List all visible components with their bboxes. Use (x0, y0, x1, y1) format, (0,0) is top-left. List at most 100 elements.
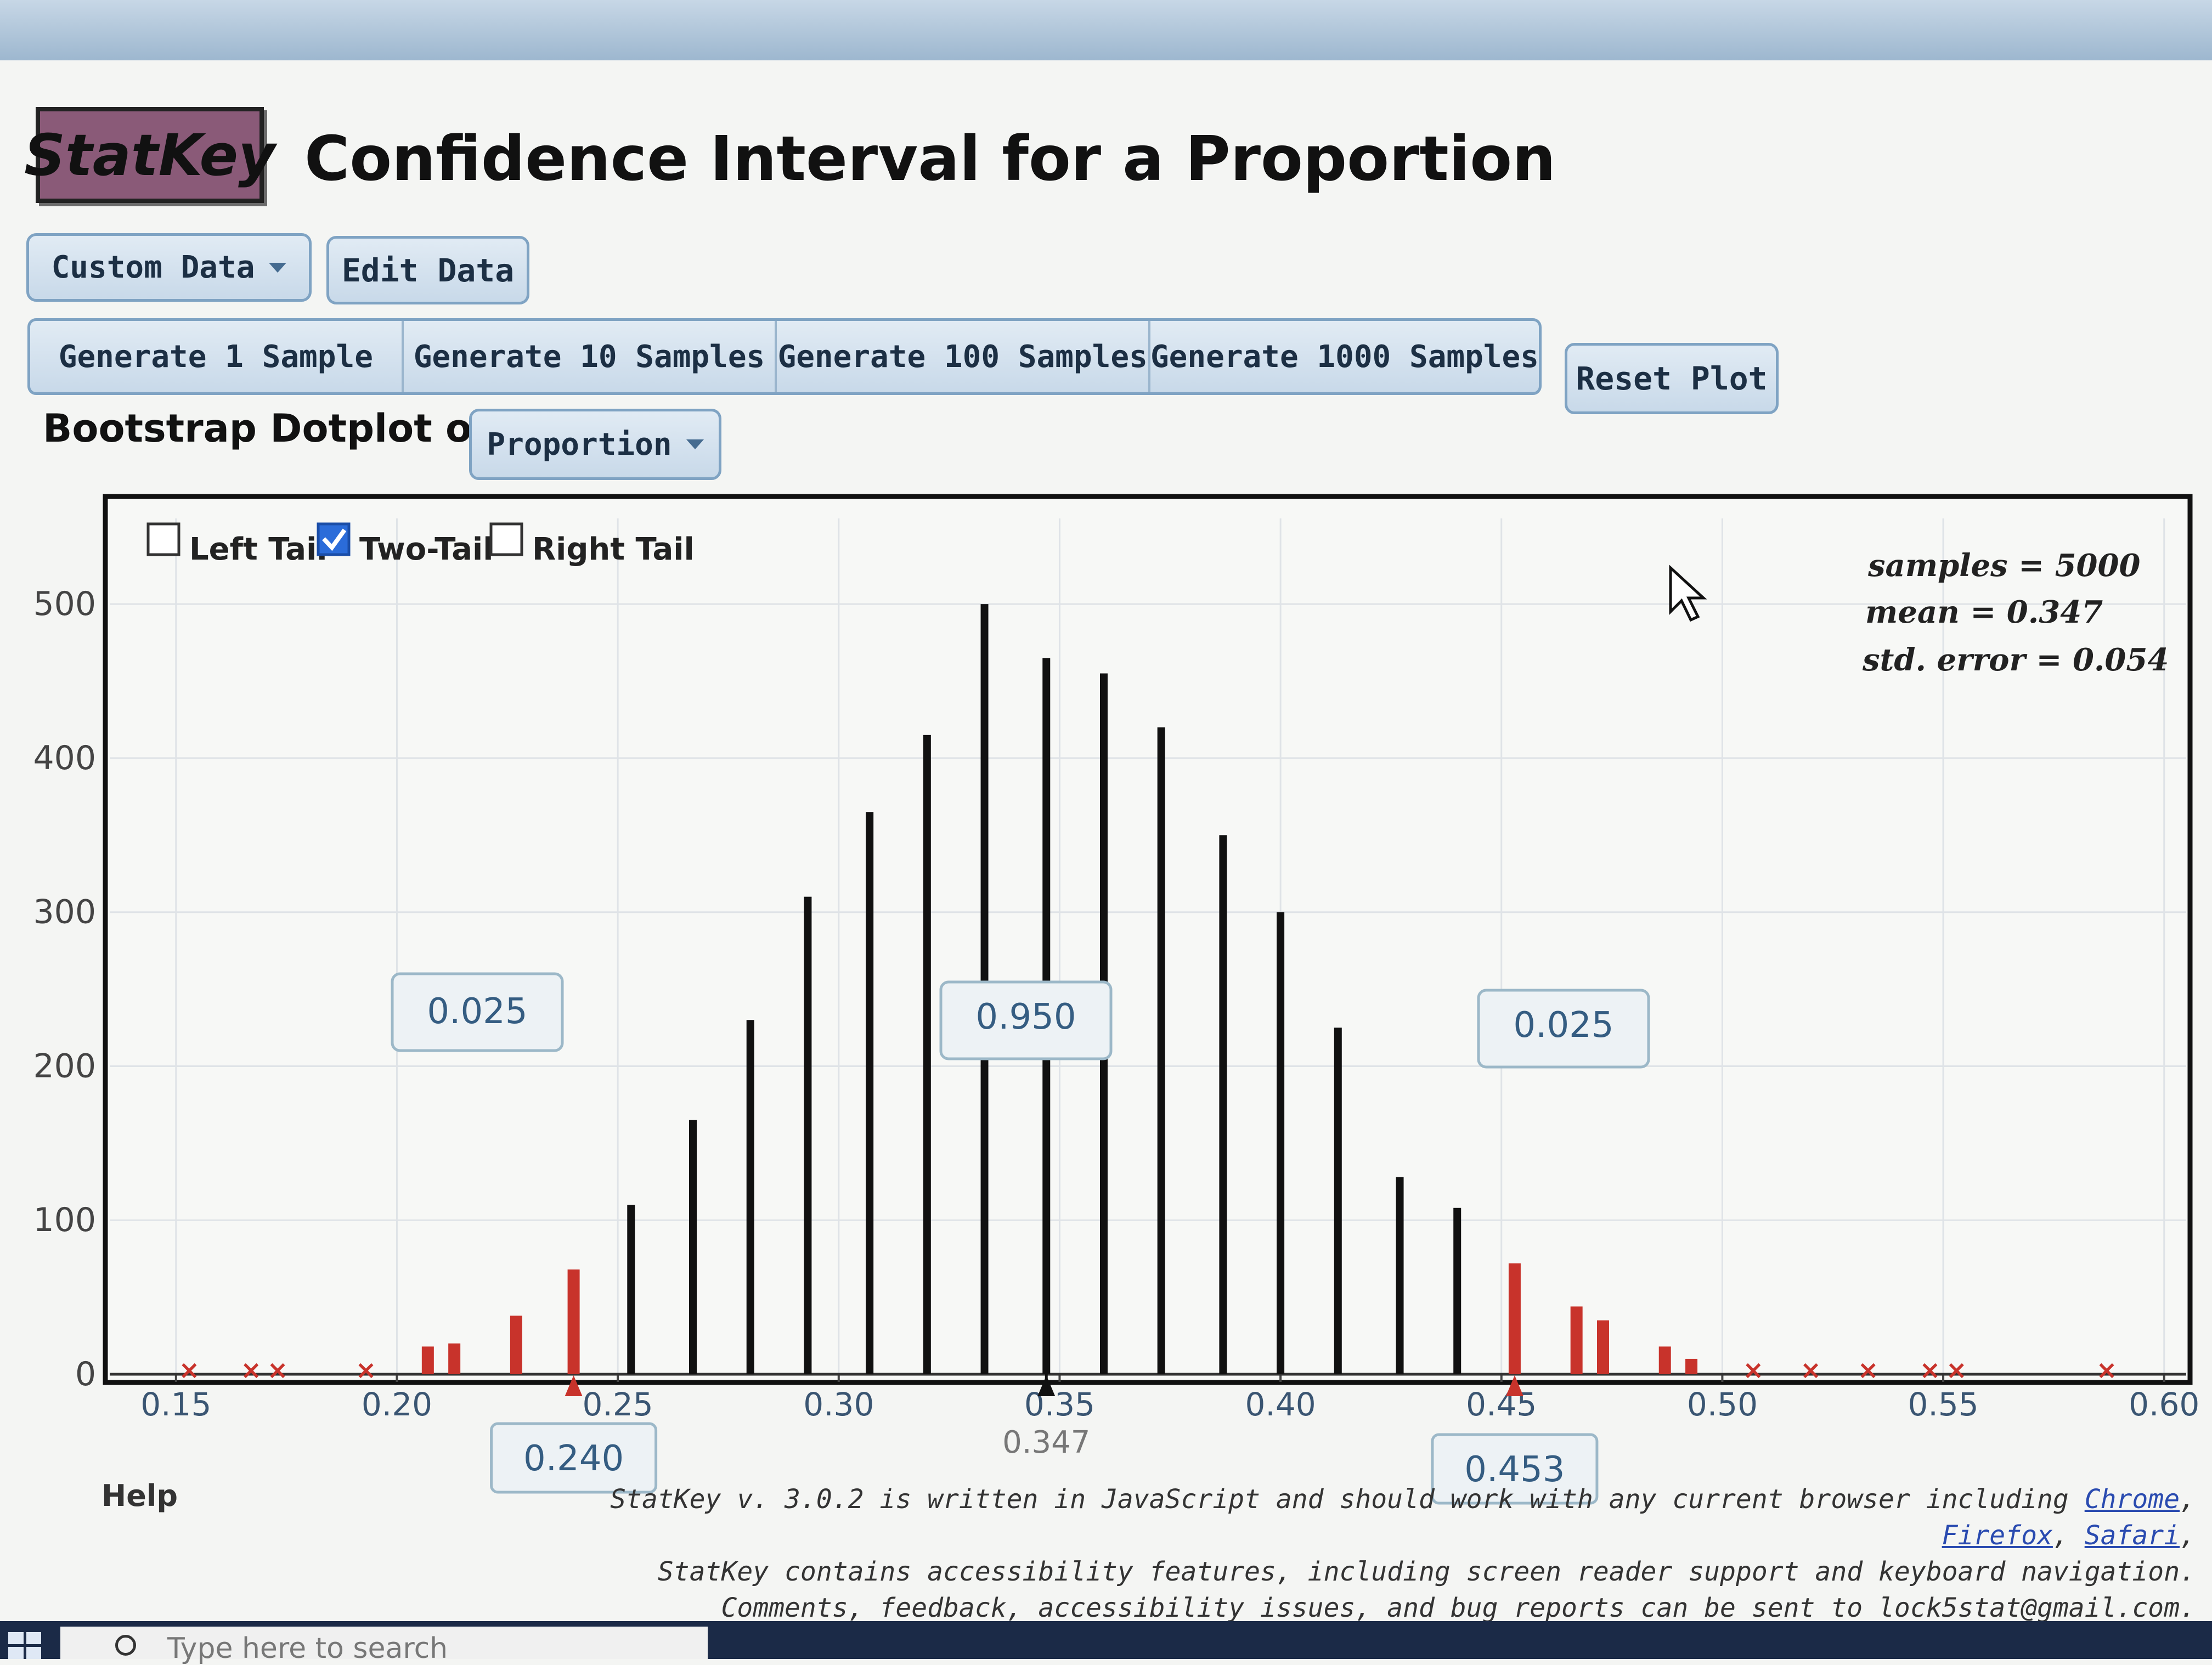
right-tail-label: Right Tail (532, 532, 695, 567)
dotplot-bar (627, 1205, 635, 1374)
dotplot-bar (1658, 1346, 1671, 1374)
logo-text: StatKey (24, 121, 275, 189)
data-point-mark: × (179, 1355, 200, 1385)
right-tail-proportion: 0.025 (1513, 1005, 1613, 1046)
dotplot-bar (510, 1316, 522, 1374)
x-tick-label: 0.60 (2129, 1386, 2199, 1423)
left-tail-proportion: 0.025 (427, 991, 527, 1032)
footer-line-1: StatKey v. 3.0.2 is written in JavaScrip… (610, 1484, 2196, 1551)
statkey-logo[interactable]: StatKey (24, 107, 275, 203)
data-point-mark: × (1858, 1355, 1879, 1385)
right-tail-checkbox-box[interactable] (489, 522, 523, 556)
search-icon (115, 1635, 136, 1656)
x-tick-label: 0.15 (140, 1386, 211, 1423)
x-tick-label: 0.45 (1466, 1386, 1537, 1423)
dotplot-bar (1334, 1028, 1342, 1374)
generate-1-sample-button[interactable]: Generate 1 Sample (30, 321, 404, 392)
statistic-select-value: Proportion (487, 426, 672, 462)
data-point-mark: × (1743, 1355, 1764, 1385)
x-tick-label: 0.50 (1687, 1386, 1758, 1423)
tail-checkbox-two[interactable]: Two-Tail (317, 522, 493, 567)
dotplot-bar (866, 812, 874, 1374)
generate-1000-samples-button[interactable]: Generate 1000 Samples (1150, 338, 1539, 375)
dotplot-bar (1570, 1306, 1583, 1374)
taskbar-search-box[interactable] (60, 1627, 708, 1659)
custom-data-dropdown[interactable]: Custom Data (26, 233, 312, 302)
footer-text: StatKey v. 3.0.2 is written in JavaScrip… (605, 1481, 2196, 1626)
lower-bound-box[interactable]: 0.240 (490, 1422, 658, 1494)
chrome-link[interactable]: Chrome (2084, 1484, 2180, 1515)
footer-line-2: StatKey contains accessibility features,… (657, 1556, 2196, 1587)
data-point-mark: × (240, 1355, 262, 1385)
y-axis: 500 400 300 200 100 0 (33, 585, 96, 1393)
dotplot-bar (448, 1343, 461, 1374)
y-tick-label: 0 (75, 1355, 96, 1393)
x-tick-label: 0.40 (1245, 1386, 1316, 1423)
y-tick-label: 200 (33, 1047, 96, 1085)
data-point-mark: × (1946, 1355, 1967, 1385)
upper-bound-box[interactable]: 0.453 (1431, 1433, 1599, 1505)
lower-bound-value: 0.240 (523, 1438, 624, 1479)
dotplot-bar (421, 1346, 434, 1374)
y-tick-label: 100 (33, 1201, 96, 1239)
two-tail-label: Two-Tail (359, 532, 493, 567)
upper-bound-value: 0.453 (1464, 1449, 1565, 1490)
dotplot-bar (689, 1120, 697, 1374)
right-tail-proportion-box[interactable]: 0.025 (1477, 989, 1650, 1069)
footer-line-3: Comments, feedback, accessibility issues… (721, 1593, 2196, 1623)
bars: × × × × × × × × × × (179, 604, 2117, 1385)
data-point-mark: × (1800, 1355, 1821, 1385)
help-link[interactable]: Help (101, 1478, 178, 1513)
dotplot-bar (1396, 1177, 1404, 1374)
std-error-stat: std. error = 0.054 (1862, 642, 2169, 678)
firefox-link[interactable]: Firefox (1942, 1520, 2053, 1551)
dotplot-label: Bootstrap Dotplot of (43, 406, 489, 451)
edit-data-button[interactable]: Edit Data (326, 236, 529, 304)
mean-label: 0.347 (1002, 1425, 1090, 1460)
tail-checkbox-right[interactable]: Right Tail (489, 522, 695, 567)
data-point-mark: × (356, 1355, 377, 1385)
plot-area (103, 494, 2193, 1385)
generate-samples-group: Generate 1 Sample Generate 10 Samples Ge… (27, 318, 1542, 395)
tail-checkbox-left[interactable]: Left Tail (146, 522, 327, 567)
x-tick-label: 0.30 (803, 1386, 874, 1423)
x-tick-label: 0.35 (1024, 1386, 1095, 1423)
upper-bound-marker (1505, 1375, 1523, 1396)
lower-bound-marker (565, 1375, 583, 1396)
dotplot-bar (1685, 1358, 1698, 1374)
dotplot-bar (1596, 1320, 1609, 1374)
chevron-down-icon (686, 439, 704, 449)
y-tick-label: 500 (33, 585, 96, 623)
generate-100-samples-button[interactable]: Generate 100 Samples (777, 321, 1150, 392)
safari-link[interactable]: Safari (2084, 1520, 2180, 1551)
x-tick-label: 0.25 (583, 1386, 653, 1423)
windows-start-icon[interactable] (8, 1632, 41, 1659)
left-tail-proportion-box[interactable]: 0.025 (391, 972, 564, 1052)
dotplot-bar (804, 896, 812, 1374)
x-tick-label: 0.20 (362, 1386, 432, 1423)
data-point-mark: × (1920, 1355, 1941, 1385)
left-tail-label: Left Tail (189, 532, 327, 567)
page-title: Confidence Interval for a Proportion (304, 123, 1556, 195)
generate-10-samples-button[interactable]: Generate 10 Samples (404, 321, 777, 392)
mean-stat: mean = 0.347 (1865, 594, 2103, 630)
y-tick-label: 400 (33, 739, 96, 777)
dotplot-bar (567, 1269, 580, 1374)
middle-proportion-box[interactable]: 0.950 (939, 980, 1113, 1060)
dotplot-bar (1219, 835, 1227, 1374)
left-tail-checkbox-box[interactable] (146, 522, 180, 556)
two-tail-checkbox-box[interactable] (317, 522, 351, 556)
dotplot-bar (1508, 1263, 1521, 1374)
reset-plot-button[interactable]: Reset Plot (1565, 343, 1779, 414)
dotplot-bar (1277, 912, 1285, 1374)
dotplot-bar (1157, 727, 1165, 1374)
dotplot-bar (746, 1020, 754, 1374)
chevron-down-icon (269, 262, 287, 273)
dotplot-bar (1453, 1207, 1462, 1374)
check-icon (322, 528, 347, 551)
samples-stat: samples = 5000 (1867, 548, 2140, 584)
statistic-select[interactable]: Proportion (469, 409, 721, 480)
browser-top-bar (0, 0, 2212, 60)
data-point-mark: × (267, 1355, 289, 1385)
custom-data-label: Custom Data (51, 250, 255, 285)
